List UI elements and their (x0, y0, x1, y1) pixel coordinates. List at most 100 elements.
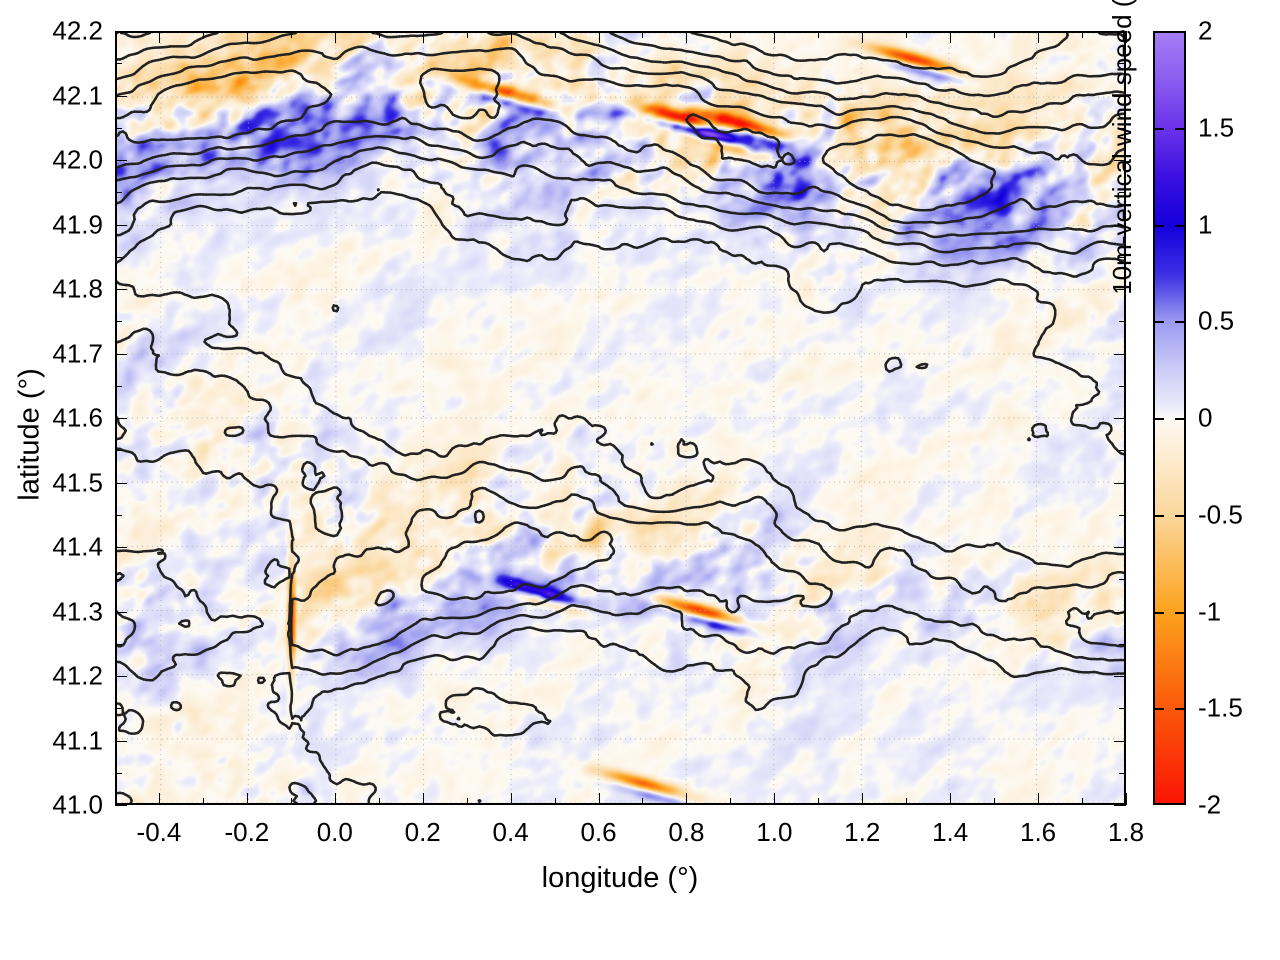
colorbar-tick-right (1175, 611, 1184, 614)
y-tick-label: 42.0 (52, 144, 103, 175)
y-minor-tick-right (1119, 643, 1126, 645)
y-minor-tick (115, 514, 122, 516)
x-major-tick (246, 793, 248, 805)
x-major-tick (862, 793, 864, 805)
y-axis-label: latitude (°) (13, 368, 46, 501)
colorbar-tick-label: 2 (1198, 15, 1213, 46)
x-major-tick (950, 793, 952, 805)
x-minor-tick-top (290, 31, 292, 38)
x-minor-tick-top (1082, 31, 1084, 38)
x-major-tick (686, 793, 688, 805)
x-tick-label: 1.0 (756, 817, 793, 847)
y-major-tick (115, 353, 127, 355)
colorbar-tick-label: 0.5 (1198, 305, 1235, 336)
y-tick-label: 41.2 (52, 660, 103, 691)
y-tick-label: 41.1 (52, 725, 103, 755)
y-major-tick (115, 740, 127, 742)
x-minor-tick (554, 798, 556, 805)
x-major-tick-top (246, 31, 248, 43)
y-major-tick (115, 289, 127, 290)
x-major-tick (158, 793, 160, 805)
colorbar-tick-label: -2 (1198, 789, 1222, 820)
y-minor-tick-right (1119, 772, 1126, 774)
x-tick-label: 0.6 (580, 817, 617, 847)
colorbar-label-main: 10m-vertical wind speed (m s (1106, 0, 1137, 295)
x-major-tick (1126, 793, 1127, 805)
colorbar-tick (1155, 127, 1164, 130)
x-minor-tick (466, 798, 468, 805)
x-major-tick-top (598, 31, 600, 43)
x-tick-label: 0.0 (316, 817, 353, 847)
y-major-tick-right (1114, 805, 1126, 806)
x-major-tick-top (774, 31, 776, 43)
y-minor-tick-right (1119, 450, 1126, 452)
x-minor-tick-top (642, 31, 644, 38)
x-minor-tick-top (466, 31, 468, 38)
y-major-tick (115, 676, 127, 677)
y-major-tick-right (1114, 740, 1126, 742)
y-tick-label: 42.2 (52, 15, 103, 46)
x-tick-label: 0.4 (492, 817, 529, 847)
y-tick-label: 41.0 (52, 789, 103, 820)
colorbar-tick (1155, 611, 1164, 614)
x-minor-tick (290, 798, 292, 805)
y-major-tick-right (1114, 547, 1126, 548)
x-major-tick (510, 793, 512, 805)
x-major-tick (598, 793, 600, 805)
colorbar-tick (1155, 321, 1164, 324)
x-minor-tick (378, 798, 380, 805)
y-minor-tick (115, 450, 122, 452)
y-minor-tick (115, 63, 122, 65)
x-major-tick-top (158, 31, 160, 43)
y-minor-tick (115, 321, 122, 323)
x-major-tick-top (862, 31, 864, 43)
x-major-tick (774, 793, 776, 805)
x-minor-tick-top (202, 31, 204, 38)
y-major-tick (115, 95, 127, 97)
colorbar-tick-right (1175, 321, 1184, 324)
x-minor-tick (202, 798, 204, 805)
x-minor-tick (642, 798, 644, 805)
y-minor-tick (115, 385, 122, 387)
y-major-tick (115, 805, 127, 806)
colorbar-tick-right (1175, 224, 1184, 227)
x-tick-label: 1.8 (1107, 817, 1145, 847)
colorbar-tick-label: -0.5 (1198, 499, 1243, 530)
y-minor-tick (115, 708, 122, 710)
y-minor-tick (115, 256, 122, 258)
x-major-tick-top (334, 31, 336, 43)
x-major-tick-top (950, 31, 952, 43)
y-major-tick (115, 160, 127, 161)
x-tick-label: 0.8 (668, 817, 705, 847)
colorbar-tick-label: -1.5 (1198, 692, 1243, 723)
y-minor-tick-right (1119, 579, 1126, 581)
x-tick-label: 1.4 (932, 817, 969, 847)
y-minor-tick (115, 192, 122, 194)
x-minor-tick-top (994, 31, 996, 38)
x-minor-tick-top (818, 31, 820, 38)
x-major-tick (1038, 793, 1040, 805)
x-tick-label: -0.2 (224, 817, 270, 847)
colorbar-tick-label: 1 (1198, 209, 1213, 239)
x-major-tick-top (1038, 31, 1040, 43)
y-tick-label: 41.9 (52, 209, 103, 239)
x-minor-tick (1082, 798, 1084, 805)
x-major-tick-top (686, 31, 688, 43)
x-major-tick (334, 793, 336, 805)
colorbar-tick-label: -1 (1198, 596, 1222, 626)
colorbar-tick (1155, 514, 1164, 517)
x-minor-tick (115, 798, 116, 805)
x-minor-tick (994, 798, 996, 805)
colorbar-label: 10m-vertical wind speed (m s-1) (1106, 0, 1138, 434)
y-major-tick (115, 31, 127, 32)
x-minor-tick-top (115, 31, 116, 38)
y-major-tick (115, 611, 127, 613)
y-major-tick (115, 418, 127, 419)
wind-speed-field-raster (117, 33, 1124, 803)
x-major-tick (422, 793, 424, 805)
x-minor-tick-top (378, 31, 380, 38)
y-tick-label: 41.3 (52, 596, 103, 626)
y-minor-tick (115, 579, 122, 581)
y-minor-tick-right (1119, 708, 1126, 710)
